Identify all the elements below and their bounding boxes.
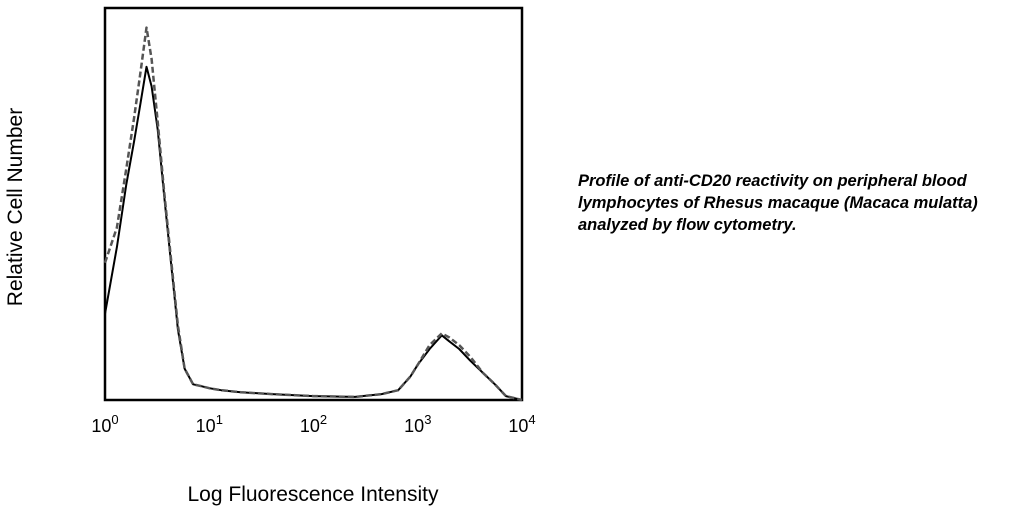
series-line-control: [103, 26, 523, 402]
x-tick-labels: 100 101 102 103 104: [91, 412, 535, 436]
plot-frame: [103, 6, 524, 402]
x-tick-label: 104: [508, 412, 535, 436]
x-axis-label: Log Fluorescence Intensity: [188, 483, 439, 506]
y-axis-label: Relative Cell Number: [4, 108, 27, 306]
histogram-chart: 100 101 102 103 104 Log Fluorescence Intensi…: [4, 6, 536, 506]
series-layer: [103, 26, 523, 402]
x-tick-label: 103: [404, 412, 431, 436]
x-tick-label: 100: [91, 412, 118, 436]
figure-caption: Profile of anti-CD20 reactivity on perip…: [578, 172, 978, 234]
x-tick-label: 102: [300, 412, 327, 436]
x-tick-label: 101: [196, 412, 223, 436]
